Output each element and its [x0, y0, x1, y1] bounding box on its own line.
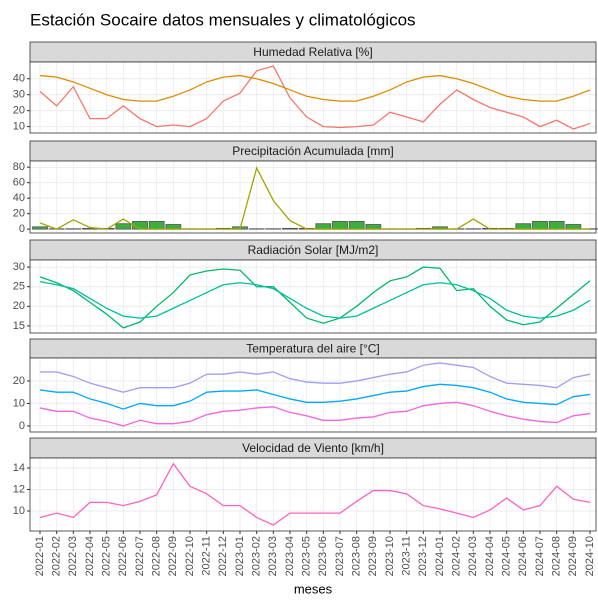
x-tick-label: 2023-01	[234, 536, 246, 576]
x-tick-label: 2024-04	[484, 536, 496, 576]
y-tick-label: 10	[13, 505, 25, 517]
x-tick-label: 2023-03	[267, 536, 279, 576]
x-tick-label: 2024-03	[467, 536, 479, 576]
x-tick-label: 2022-08	[151, 536, 163, 576]
y-tick-label: 10	[13, 397, 25, 409]
y-tick-label: 20	[13, 375, 25, 387]
y-tick-label: 0	[19, 223, 25, 235]
panel	[30, 161, 596, 233]
bar	[333, 221, 348, 229]
bar	[116, 224, 131, 229]
bar	[366, 224, 381, 229]
bar	[149, 221, 164, 229]
x-tick-label: 2022-07	[134, 536, 146, 576]
bar	[316, 224, 331, 229]
x-tick-label: 2024-06	[517, 536, 529, 576]
panel	[30, 358, 596, 432]
bar	[566, 224, 581, 229]
y-tick-label: 20	[13, 105, 25, 117]
panel-title: Precipitación Acumulada [mm]	[232, 144, 393, 158]
x-tick-label: 2023-04	[284, 536, 296, 576]
y-tick-label: 14	[13, 462, 25, 474]
x-tick-label: 2023-12	[417, 536, 429, 576]
x-tick-label: 2022-05	[101, 536, 113, 576]
x-tick-label: 2024-07	[534, 536, 546, 576]
y-tick-label: 40	[13, 192, 25, 204]
y-tick-label: 60	[13, 177, 25, 189]
y-tick-label: 10	[13, 121, 25, 133]
panel	[30, 260, 596, 333]
y-tick-label: 0	[19, 420, 25, 432]
bar	[533, 221, 548, 229]
x-tick-label: 2023-08	[351, 536, 363, 576]
x-tick-label: 2023-06	[317, 536, 329, 576]
panel-title: Temperatura del aire [°C]	[246, 342, 380, 356]
bar	[283, 228, 298, 229]
x-tick-label: 2023-10	[384, 536, 396, 576]
x-tick-label: 2022-12	[217, 536, 229, 576]
y-tick-label: 25	[13, 281, 25, 293]
x-tick-label: 2022-11	[201, 536, 213, 576]
x-tick-label: 2022-02	[51, 536, 63, 576]
panel-title: Radiación Solar [MJ/m2]	[248, 243, 379, 257]
panel-title: Humedad Relativa [%]	[253, 45, 372, 59]
y-tick-label: 40	[13, 73, 25, 85]
x-tick-label: 2023-09	[367, 536, 379, 576]
x-tick-label: 2022-01	[34, 536, 46, 576]
bar	[549, 221, 564, 229]
x-tick-label: 2024-05	[501, 536, 513, 576]
y-tick-label: 30	[13, 89, 25, 101]
panel	[30, 458, 596, 531]
bar	[33, 227, 48, 229]
bar	[166, 224, 181, 229]
x-tick-label: 2024-08	[551, 536, 563, 576]
bar	[349, 221, 364, 229]
x-tick-label: 2023-02	[251, 536, 263, 576]
x-tick-label: 2022-09	[167, 536, 179, 576]
y-tick-label: 20	[13, 300, 25, 312]
x-tick-label: 2023-07	[334, 536, 346, 576]
panel-title: Velocidad de Viento [km/h]	[242, 441, 384, 455]
x-tick-label: 2022-03	[67, 536, 79, 576]
y-tick-label: 80	[13, 161, 25, 173]
y-tick-label: 30	[13, 261, 25, 273]
x-tick-label: 2024-10	[584, 536, 596, 576]
x-tick-label: 2024-09	[567, 536, 579, 576]
y-tick-label: 12	[13, 483, 25, 495]
bar	[516, 224, 531, 229]
x-tick-label: 2022-04	[84, 536, 96, 576]
y-tick-label: 15	[13, 320, 25, 332]
x-axis-label: meses	[294, 581, 333, 596]
x-tick-label: 2023-11	[401, 536, 413, 576]
x-tick-label: 2022-06	[117, 536, 129, 576]
x-tick-label: 2024-02	[451, 536, 463, 576]
x-tick-label: 2022-10	[184, 536, 196, 576]
chart-title: Estación Socaire datos mensuales y clima…	[30, 10, 416, 29]
x-tick-label: 2024-01	[434, 536, 446, 576]
x-tick-label: 2023-05	[301, 536, 313, 576]
y-tick-label: 20	[13, 208, 25, 220]
